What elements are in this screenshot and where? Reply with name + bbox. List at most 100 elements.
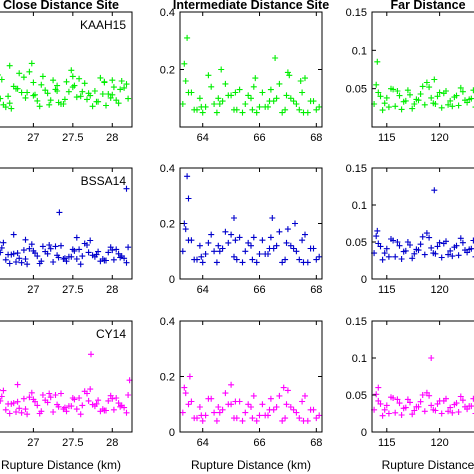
data-point — [236, 86, 243, 93]
model-label-kaah15: KAAH15 — [80, 18, 126, 32]
data-point — [299, 398, 306, 405]
data-point — [0, 244, 5, 251]
data-point — [16, 255, 23, 262]
data-point — [470, 87, 474, 94]
data-point — [377, 243, 384, 250]
data-point — [123, 81, 130, 88]
data-point — [182, 78, 189, 84]
y-tick-label: 0.2 — [160, 372, 175, 384]
data-point — [249, 106, 256, 113]
data-point — [179, 101, 186, 107]
data-point — [55, 403, 62, 410]
data-point — [398, 412, 405, 418]
data-point — [84, 96, 90, 103]
column-title-far-distance: Far Distance — [390, 0, 465, 12]
x-tick-label: 28 — [106, 132, 118, 144]
data-point — [392, 103, 399, 110]
data-point — [125, 244, 132, 251]
data-point — [250, 234, 257, 241]
data-point — [457, 393, 464, 400]
data-point — [219, 245, 226, 252]
data-point — [26, 245, 33, 252]
data-point — [242, 101, 249, 107]
data-point — [432, 407, 439, 414]
data-point — [262, 412, 269, 419]
data-point — [117, 86, 124, 93]
data-point — [198, 103, 205, 110]
data-point — [6, 410, 13, 417]
data-point — [385, 104, 392, 111]
data-point — [447, 404, 454, 411]
data-point — [228, 231, 235, 238]
data-point — [470, 237, 474, 244]
x-tick-label: 68 — [310, 132, 322, 144]
y-tick-label: 0.15 — [346, 7, 367, 19]
data-point — [38, 81, 45, 88]
data-point — [402, 247, 409, 254]
data-point — [276, 228, 283, 235]
data-point — [36, 260, 43, 267]
data-point — [63, 258, 70, 265]
data-point — [449, 253, 456, 260]
data-point — [22, 406, 29, 413]
data-point — [186, 373, 193, 380]
x-axis-label: Rupture Distance (km) — [191, 458, 311, 472]
data-point — [415, 247, 422, 254]
data-point — [313, 256, 320, 263]
data-point — [283, 401, 290, 408]
data-point — [434, 243, 441, 250]
data-point — [179, 409, 186, 416]
data-point — [231, 253, 237, 260]
data-point — [61, 96, 68, 103]
data-point — [18, 89, 25, 96]
data-point — [428, 402, 435, 409]
data-point — [313, 415, 320, 422]
data-point — [248, 404, 254, 410]
data-point — [222, 80, 229, 87]
x-tick-label: 66 — [253, 437, 265, 449]
data-point — [28, 241, 35, 248]
panel-row2-col2: 64 66 68 0 0.2 0.4 — [160, 163, 323, 296]
data-point — [0, 239, 7, 246]
data-point — [194, 256, 200, 263]
data-point — [8, 105, 15, 112]
data-point — [249, 415, 256, 422]
data-point — [91, 253, 98, 260]
data-point — [55, 254, 62, 261]
data-point — [428, 355, 435, 361]
data-point — [245, 239, 252, 246]
data-point — [123, 259, 130, 266]
model-label-cy14: CY14 — [96, 327, 126, 341]
data-point — [211, 248, 218, 255]
x-tick-label: 64 — [197, 132, 209, 144]
data-point — [373, 391, 380, 398]
data-point — [239, 417, 246, 424]
x-tick-label: 27.5 — [62, 132, 83, 144]
data-point — [374, 58, 381, 65]
data-point — [233, 415, 240, 422]
data-point — [76, 75, 83, 82]
data-point — [228, 381, 235, 388]
data-point — [118, 78, 125, 84]
data-point — [373, 233, 380, 240]
data-point — [28, 389, 35, 396]
data-point — [50, 77, 57, 84]
data-point — [76, 246, 83, 253]
data-point — [396, 242, 403, 249]
data-point — [24, 411, 31, 418]
panel-row1-col1: 27 27.5 28 Close Distance Site KAAH15 — [0, 0, 133, 144]
data-point — [121, 84, 128, 91]
x-tick-label: 115 — [378, 284, 396, 296]
data-point — [28, 60, 35, 67]
data-point — [381, 406, 388, 413]
data-point — [18, 259, 25, 266]
data-point — [46, 390, 53, 397]
data-point — [211, 409, 218, 416]
data-point — [266, 406, 273, 413]
data-point — [225, 239, 232, 246]
data-point — [103, 407, 109, 414]
x-tick-label: 27 — [27, 437, 39, 449]
data-point — [390, 86, 397, 93]
data-point — [466, 96, 473, 103]
data-point — [79, 253, 86, 260]
